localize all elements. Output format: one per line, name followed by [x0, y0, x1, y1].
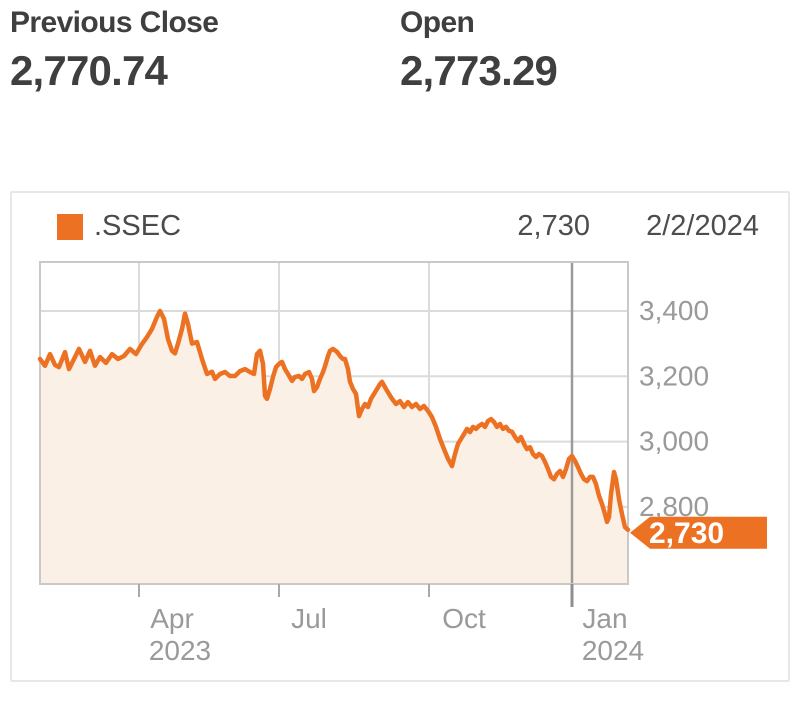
crosshair-date: 2/2/2024	[646, 210, 759, 242]
open-value: 2,773.29	[400, 47, 558, 94]
chart-card: .SSEC 2,730 2/2/2024 Apr 2023 Jul Oct Jan 202…	[10, 191, 790, 682]
previous-close-label: Previous Close	[10, 6, 219, 39]
series-line	[37, 308, 631, 533]
last-price-badge	[630, 516, 767, 549]
y-axis-label: 3,200	[639, 360, 709, 391]
legend-swatch	[57, 214, 83, 240]
x-axis-label: Oct	[442, 603, 486, 634]
x-axis-year-label: 2024	[582, 635, 644, 666]
legend-symbol: .SSEC	[94, 210, 182, 242]
open-label: Open	[400, 6, 475, 39]
y-axis-label: 2,800	[639, 491, 709, 522]
x-axis-label: Jan	[582, 603, 627, 634]
x-axis-label: Apr	[150, 603, 194, 634]
x-axis-label: Jul	[291, 603, 327, 634]
open-field: Open 2,773.29	[400, 6, 558, 94]
previous-close-field: Previous Close 2,770.74	[10, 6, 219, 94]
previous-close-value: 2,770.74	[10, 47, 168, 94]
x-axis-year-label: 2023	[149, 635, 211, 666]
y-axis-label: 3,400	[639, 295, 709, 326]
y-axis-label: 3,000	[639, 426, 709, 457]
crosshair-value: 2,730	[517, 210, 590, 242]
chart-legend-row: .SSEC 2,730 2/2/2024	[12, 193, 788, 261]
series-area	[40, 311, 628, 584]
plot-border	[39, 261, 629, 585]
last-price-badge-label: 2,730	[649, 517, 724, 550]
